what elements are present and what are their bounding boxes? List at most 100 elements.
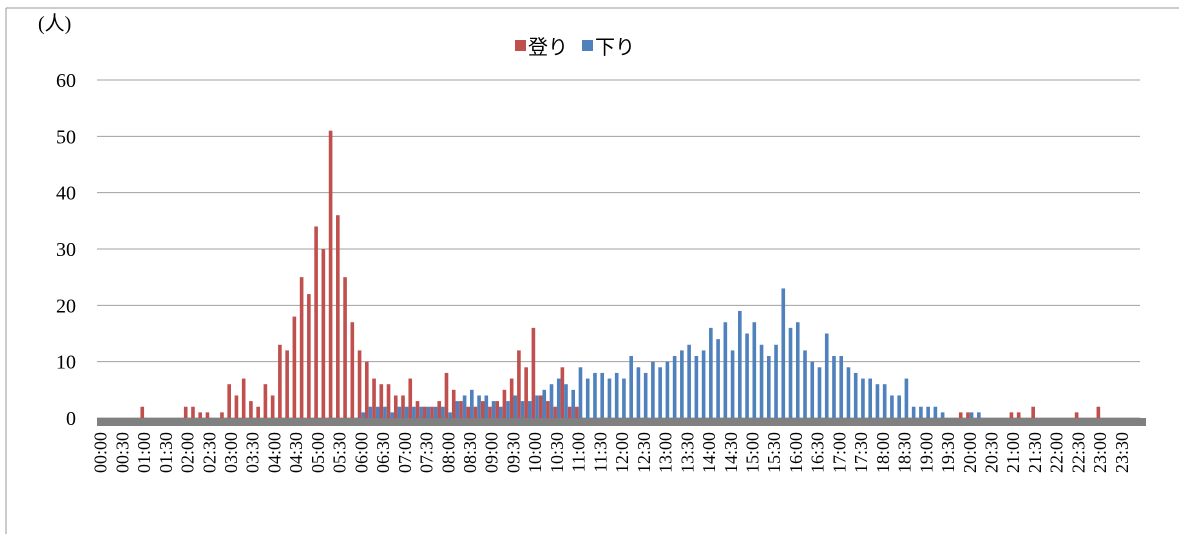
bar [393,395,398,418]
bar [716,339,720,418]
bar [643,372,648,418]
bar [241,378,246,418]
x-tick-label: 11:30 [590,432,610,472]
bar [1096,406,1101,418]
bar [564,384,568,418]
x-tick-label: 17:00 [829,432,849,473]
x-tick-label: 14:30 [721,432,741,473]
bar [853,372,858,418]
x-tick-label: 04:30 [286,432,306,473]
bar [390,412,394,418]
x-tick-label: 22:30 [1068,432,1088,473]
bar [672,356,677,418]
x-tick-label: 05:00 [308,432,328,473]
bar [738,310,742,418]
bar [781,288,786,418]
x-tick-label: 21:30 [1025,432,1045,473]
x-tick-label: 05:30 [330,432,350,473]
y-axis-label: (人) [38,12,71,35]
x-tick-label: 13:00 [656,432,676,473]
bar [788,327,793,418]
bar [220,412,224,418]
bar [810,361,815,418]
x-axis [97,418,1146,426]
bar [227,384,231,418]
bar [560,367,565,418]
bar [600,372,605,418]
bar [314,226,318,418]
bar [629,356,633,418]
bar [966,412,970,418]
bar [263,384,268,418]
bar [415,401,420,418]
bar [575,406,579,418]
x-tick-label: 06:00 [351,432,371,473]
bar [832,356,836,418]
bar [795,322,800,418]
bar [484,395,489,418]
y-tick-label: 10 [56,352,76,374]
bar [553,406,557,418]
x-tick-label: 03:00 [221,432,241,473]
bar [535,395,539,418]
bar [622,378,626,418]
x-tick-label: 16:00 [786,432,806,473]
bar [709,327,713,418]
bar [328,130,333,418]
bar [488,406,492,418]
bar [1016,412,1021,418]
bar [538,395,543,418]
bar [498,406,503,418]
legend-label: 登り [528,35,568,59]
x-tick-label: 19:00 [916,432,936,473]
x-tick-label: 10:00 [525,432,545,473]
bar [412,406,416,418]
bar [958,412,963,418]
bar [401,395,405,418]
bar [694,356,699,418]
x-tick-label: 15:00 [742,432,762,473]
y-tick-label: 60 [56,70,76,92]
bar [375,406,380,418]
x-tick-label: 02:00 [178,432,198,473]
x-tick-label: 12:00 [612,432,632,473]
bar [890,395,894,418]
bar [1031,406,1035,418]
x-tick-label: 09:00 [482,432,502,473]
bar [680,350,684,418]
x-tick-label: 08:00 [438,432,458,473]
bar [444,372,449,418]
bar [502,389,507,418]
x-tick-label: 21:00 [1003,432,1023,473]
bar [285,350,289,418]
bar [904,378,909,418]
bar [911,406,916,418]
legend-swatch [582,40,593,51]
bar [234,395,239,418]
x-tick-label: 07:30 [417,432,437,473]
x-tick-label: 09:30 [503,432,523,473]
bar [441,406,445,418]
bar [839,356,844,418]
x-tick-label: 12:30 [634,432,654,473]
bar [509,378,514,418]
bar [292,316,297,418]
bar [578,367,583,418]
bar [517,350,521,418]
x-tick-label: 17:30 [851,432,871,473]
bar [513,395,518,418]
bar [585,378,590,418]
bar [426,406,431,418]
bar [357,350,362,418]
bar [614,372,619,418]
bar [861,378,865,418]
bar [875,384,880,418]
bar [665,361,670,418]
x-tick-label: 01:00 [134,432,154,473]
bar [926,406,930,418]
bar [759,344,764,418]
bar [766,356,771,418]
legend-label: 下り [595,35,635,59]
bar [527,401,532,418]
